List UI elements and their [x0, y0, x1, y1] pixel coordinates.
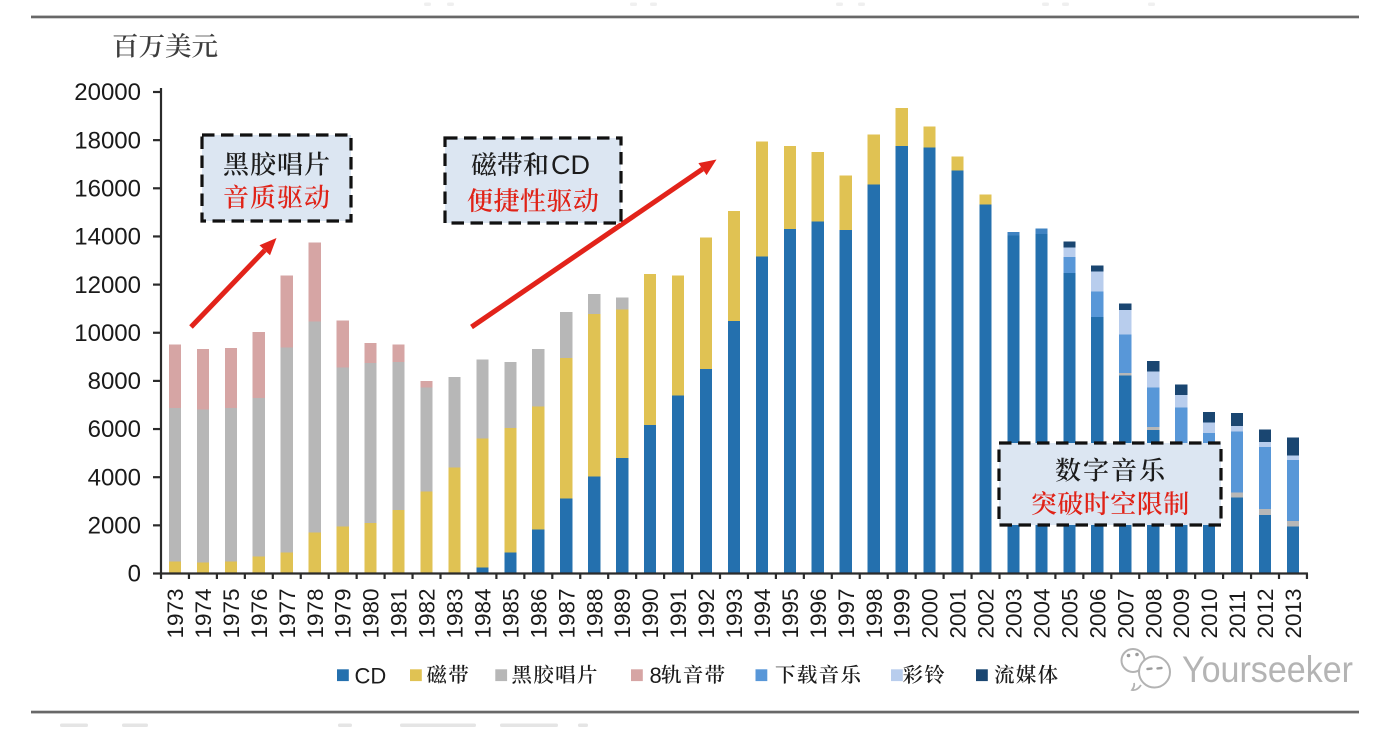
svg-text:1994: 1994	[750, 588, 775, 638]
svg-text:1998: 1998	[862, 588, 887, 638]
svg-text:1980: 1980	[359, 588, 384, 638]
svg-text:1995: 1995	[778, 588, 803, 638]
svg-text:1989: 1989	[610, 588, 635, 638]
svg-text:1976: 1976	[247, 588, 272, 638]
svg-text:2007: 2007	[1113, 588, 1138, 638]
svg-text:2009: 2009	[1169, 588, 1194, 638]
svg-text:2002: 2002	[974, 588, 999, 638]
svg-text:8: 8	[650, 663, 662, 688]
svg-text:1984: 1984	[471, 588, 496, 638]
svg-text:1992: 1992	[694, 588, 719, 638]
svg-text:2013: 2013	[1281, 588, 1306, 638]
svg-text:1973: 1973	[163, 588, 188, 638]
svg-text:1979: 1979	[331, 588, 356, 638]
svg-text:4000: 4000	[88, 464, 141, 491]
svg-text:1987: 1987	[554, 588, 579, 638]
svg-text:2003: 2003	[1002, 588, 1027, 638]
svg-text:2006: 2006	[1085, 588, 1110, 638]
svg-text:2000: 2000	[88, 513, 141, 540]
svg-text:2011: 2011	[1225, 590, 1250, 638]
svg-text:8000: 8000	[88, 368, 141, 395]
svg-text:1990: 1990	[638, 588, 663, 638]
svg-text:14000: 14000	[74, 224, 141, 251]
svg-text:0: 0	[128, 561, 141, 588]
svg-text:6000: 6000	[88, 416, 141, 443]
svg-text:1978: 1978	[303, 588, 328, 638]
svg-text:1999: 1999	[890, 588, 915, 638]
svg-text:12000: 12000	[74, 272, 141, 299]
svg-text:1997: 1997	[834, 588, 859, 638]
svg-text:1977: 1977	[275, 588, 300, 638]
svg-text:2001: 2001	[946, 588, 971, 638]
svg-text:1983: 1983	[443, 588, 468, 638]
svg-text:2005: 2005	[1057, 588, 1082, 638]
svg-text:18000: 18000	[74, 127, 141, 154]
svg-text:CD: CD	[355, 664, 387, 689]
svg-text:2000: 2000	[918, 588, 943, 638]
svg-text:Yourseeker: Yourseeker	[1182, 649, 1353, 690]
svg-text:1985: 1985	[498, 588, 523, 638]
svg-text:2008: 2008	[1141, 588, 1166, 638]
svg-text:20000: 20000	[74, 79, 141, 106]
svg-text:1975: 1975	[219, 588, 244, 638]
svg-text:1981: 1981	[387, 588, 412, 638]
svg-text:2012: 2012	[1253, 588, 1278, 638]
svg-text:1993: 1993	[722, 588, 747, 638]
svg-text:CD: CD	[551, 150, 590, 180]
svg-text:1991: 1991	[666, 588, 691, 638]
svg-text:1982: 1982	[415, 588, 440, 638]
svg-text:16000: 16000	[74, 176, 141, 203]
svg-text:1988: 1988	[582, 588, 607, 638]
svg-text:10000: 10000	[74, 320, 141, 347]
svg-text:2010: 2010	[1197, 588, 1222, 638]
svg-text:1974: 1974	[191, 588, 216, 638]
svg-text:1996: 1996	[806, 588, 831, 638]
svg-text:1986: 1986	[526, 588, 551, 638]
svg-text:2004: 2004	[1030, 588, 1055, 638]
